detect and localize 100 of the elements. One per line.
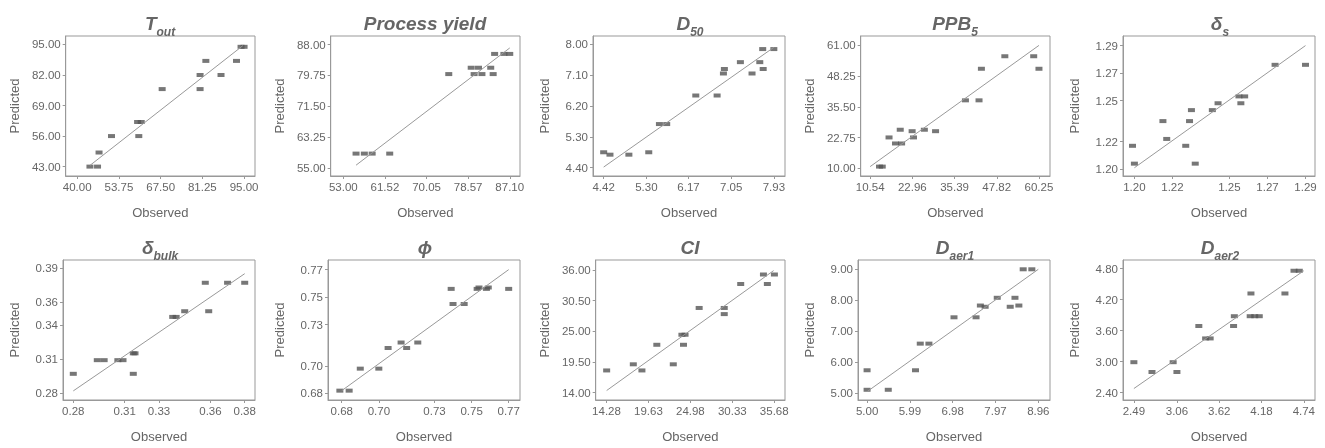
y-tick-label: 30.50 [561,294,591,307]
x-tick-label: 1.27 [1256,181,1279,193]
x-axis-title: Observed [1190,205,1248,220]
x-tick-label: 7.97 [984,405,1007,417]
y-tick-label: 8.00 [565,37,588,50]
x-tick-label: 5.30 [635,181,658,193]
y-tick-label: 1.25 [1095,94,1118,107]
x-axis-title: Observed [925,429,983,444]
y-axis-title: Predicted [802,78,817,134]
x-tick-label: 0.70 [367,405,391,417]
y-tick-label: 0.70 [300,359,323,372]
y-tick-label: 43.00 [31,160,61,173]
y-axis-title: Predicted [802,302,817,358]
y-tick-label: 1.20 [1095,163,1118,176]
x-tick-label: 14.28 [592,405,621,417]
y-tick-label: 88.00 [296,38,326,51]
x-tick-label: 0.31 [113,405,136,417]
x-tick-label: 0.75 [460,405,483,417]
x-tick-label: 30.33 [717,405,747,417]
x-axis-title: Observed [132,205,189,220]
y-axis-title: Predicted [7,78,22,134]
y-tick-label: 9.00 [830,263,853,276]
x-axis-title: Observed [662,429,719,444]
y-tick-label: 0.68 [300,387,323,400]
x-tick-label: 5.99 [898,405,922,417]
y-tick-label: 0.31 [35,353,58,366]
y-axis-title: Predicted [272,302,287,358]
x-axis-title: Observed [660,205,718,220]
y-tick-label: 4.80 [1095,262,1118,275]
y-axis-title: Predicted [1067,78,1082,134]
y-axis-title: Predicted [537,302,552,358]
y-axis-title: Predicted [7,302,22,358]
x-tick-label: 1.29 [1294,181,1317,193]
y-tick-label: 5.00 [830,387,853,400]
x-tick-label: 0.28 [62,405,85,417]
y-axis-title: Predicted [537,78,552,134]
x-tick-label: 3.06 [1165,405,1189,417]
y-tick-label: 0.28 [35,387,58,400]
x-tick-label: 0.38 [233,405,256,417]
chart-title: ϕ [417,237,433,258]
y-tick-label: 0.34 [35,318,59,331]
x-tick-label: 7.93 [762,181,786,193]
y-tick-label: 25.00 [561,325,591,338]
x-tick-label: 1.22 [1161,181,1184,193]
x-tick-label: 87.10 [495,181,525,193]
x-axis-title: Observed [1190,429,1248,444]
x-tick-label: 4.18 [1250,405,1273,417]
y-tick-label: 10.00 [826,162,856,175]
y-axis-title: Predicted [1067,302,1082,358]
y-tick-label: 48.25 [826,70,856,83]
x-tick-label: 60.25 [1024,181,1054,193]
y-tick-label: 4.40 [565,161,588,174]
y-tick-label: 0.39 [35,261,58,274]
y-tick-label: 1.29 [1095,39,1118,52]
chart-title: Process yield [363,13,487,34]
x-tick-label: 6.98 [941,405,964,417]
x-tick-label: 7.05 [719,181,743,193]
x-tick-label: 0.68 [330,405,353,417]
x-tick-label: 0.33 [147,405,171,417]
y-tick-label: 69.00 [31,99,61,112]
x-tick-label: 53.75 [104,181,134,193]
x-tick-label: 0.73 [423,405,446,417]
y-tick-label: 3.00 [1095,355,1118,368]
x-tick-label: 1.25 [1218,181,1241,193]
x-tick-label: 70.05 [412,181,441,193]
y-tick-label: 14.00 [561,386,591,399]
x-tick-label: 8.96 [1027,405,1050,417]
x-tick-label: 6.17 [677,181,700,193]
x-tick-label: 4.74 [1292,405,1316,417]
y-tick-label: 8.00 [830,294,853,307]
y-tick-label: 7.10 [565,68,588,81]
x-tick-label: 35.68 [759,405,789,417]
x-axis-title: Observed [397,205,454,220]
x-axis-title: Observed [130,429,188,444]
y-tick-label: 61.00 [826,39,856,52]
x-tick-label: 2.49 [1122,405,1146,417]
y-tick-label: 22.75 [826,131,856,144]
y-tick-label: 1.22 [1095,135,1118,148]
y-tick-label: 0.75 [300,291,323,304]
y-tick-label: 63.25 [296,130,326,143]
x-tick-label: 47.82 [982,181,1012,193]
x-tick-label: 67.50 [146,181,176,193]
y-tick-label: 71.50 [296,100,326,113]
y-tick-label: 95.00 [31,38,61,51]
x-tick-label: 53.00 [328,181,358,193]
x-axis-title: Observed [395,429,453,444]
y-tick-label: 1.27 [1095,67,1118,80]
y-tick-label: 79.75 [296,69,326,82]
x-tick-label: 95.00 [229,181,259,193]
y-tick-label: 6.00 [830,356,853,369]
chart-title: CI [680,237,701,258]
x-tick-label: 35.39 [940,181,969,193]
x-tick-label: 19.63 [634,405,663,417]
x-axis-title: Observed [927,205,984,220]
y-tick-label: 7.00 [830,325,853,338]
y-tick-label: 82.00 [31,68,61,81]
y-tick-label: 5.30 [565,130,588,143]
x-tick-label: 1.20 [1123,181,1146,193]
x-tick-label: 22.96 [897,181,927,193]
y-tick-label: 4.20 [1095,293,1118,306]
